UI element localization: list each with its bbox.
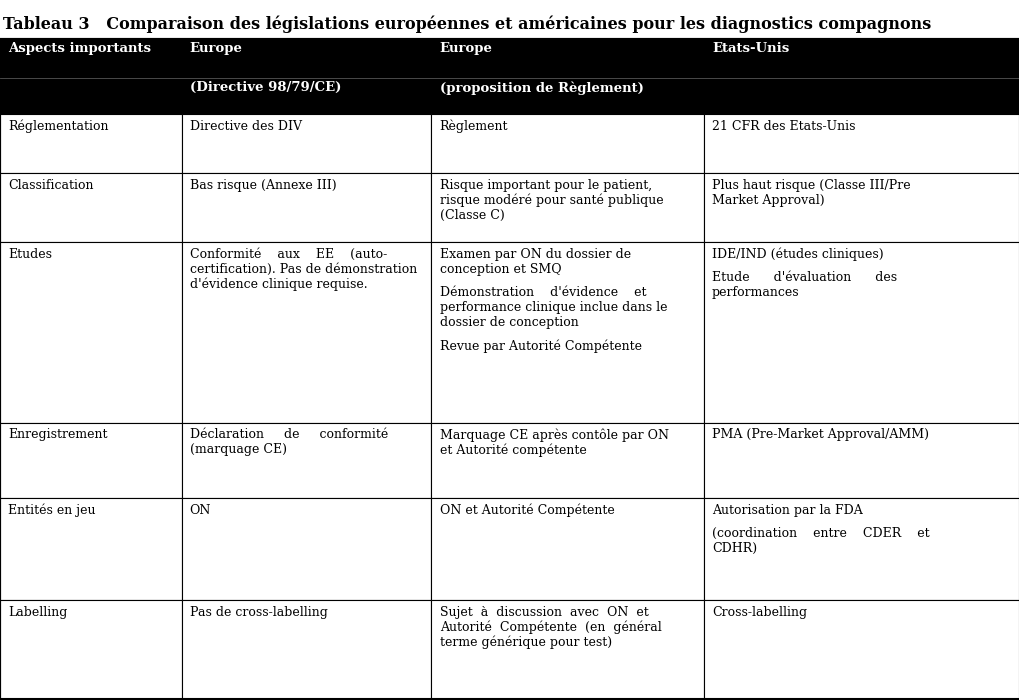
Text: Labelling: Labelling: [8, 606, 67, 619]
Bar: [703, 242, 1019, 423]
Text: Marquage CE après contôle par ON: Marquage CE après contôle par ON: [439, 428, 668, 442]
Bar: [0, 498, 181, 600]
Bar: [181, 600, 431, 699]
Bar: [181, 242, 431, 423]
Bar: [703, 38, 1019, 114]
Text: PMA (Pre-Market Approval/AMM): PMA (Pre-Market Approval/AMM): [711, 428, 928, 441]
Bar: [0, 173, 181, 242]
Text: Autorité  Compétente  (en  général: Autorité Compétente (en général: [439, 621, 660, 634]
Text: Aspects importants: Aspects importants: [8, 42, 151, 55]
Bar: [431, 114, 703, 173]
Text: terme générique pour test): terme générique pour test): [439, 636, 611, 649]
Bar: [0, 38, 181, 114]
Text: (Directive 98/79/CE): (Directive 98/79/CE): [190, 81, 340, 94]
Text: CDHR): CDHR): [711, 542, 756, 555]
Bar: [0, 114, 181, 173]
Text: Etude      d'évaluation      des: Etude d'évaluation des: [711, 271, 896, 284]
Bar: [181, 423, 431, 498]
Text: d'évidence clinique requise.: d'évidence clinique requise.: [190, 278, 367, 291]
Text: Revue par Autorité Compétente: Revue par Autorité Compétente: [439, 340, 641, 353]
Bar: [0, 600, 181, 699]
Bar: [431, 600, 703, 699]
Text: Tableau 3   Comparaison des législations européennes et américaines pour les dia: Tableau 3 Comparaison des législations e…: [3, 15, 930, 33]
Text: ON: ON: [190, 504, 211, 517]
Bar: [181, 38, 431, 114]
Text: Règlement: Règlement: [439, 120, 507, 133]
Text: Réglementation: Réglementation: [8, 120, 109, 133]
Text: ON et Autorité Compétente: ON et Autorité Compétente: [439, 504, 613, 517]
Text: et Autorité compétente: et Autorité compétente: [439, 443, 586, 457]
Bar: [181, 173, 431, 242]
Text: Etudes: Etudes: [8, 248, 52, 260]
Text: certification). Pas de démonstration: certification). Pas de démonstration: [190, 262, 417, 276]
Text: Déclaration     de     conformité: Déclaration de conformité: [190, 428, 387, 441]
Text: Enregistrement: Enregistrement: [8, 428, 108, 441]
Text: Plus haut risque (Classe III/Pre: Plus haut risque (Classe III/Pre: [711, 178, 910, 192]
Text: (Classe C): (Classe C): [439, 209, 503, 222]
Text: (coordination    entre    CDER    et: (coordination entre CDER et: [711, 527, 928, 540]
Text: performance clinique inclue dans le: performance clinique inclue dans le: [439, 301, 666, 314]
Text: Risque important pour le patient,: Risque important pour le patient,: [439, 178, 651, 192]
Text: performances: performances: [711, 286, 799, 299]
Text: risque modéré pour santé publique: risque modéré pour santé publique: [439, 194, 662, 207]
Bar: [0, 242, 181, 423]
Text: Entités en jeu: Entités en jeu: [8, 504, 96, 517]
Bar: [431, 173, 703, 242]
Text: Démonstration    d'évidence    et: Démonstration d'évidence et: [439, 286, 645, 299]
Bar: [703, 600, 1019, 699]
Bar: [431, 498, 703, 600]
Bar: [703, 114, 1019, 173]
Text: dossier de conception: dossier de conception: [439, 316, 578, 329]
Text: (marquage CE): (marquage CE): [190, 443, 286, 456]
Text: Conformité    aux    EE    (auto-: Conformité aux EE (auto-: [190, 248, 386, 260]
Text: Sujet  à  discussion  avec  ON  et: Sujet à discussion avec ON et: [439, 606, 648, 619]
Bar: [0, 423, 181, 498]
Bar: [703, 173, 1019, 242]
Bar: [181, 498, 431, 600]
Text: Europe: Europe: [190, 42, 243, 55]
Text: Market Approval): Market Approval): [711, 194, 823, 206]
Bar: [431, 242, 703, 423]
Bar: [703, 423, 1019, 498]
Bar: [703, 498, 1019, 600]
Text: Bas risque (Annexe III): Bas risque (Annexe III): [190, 178, 336, 192]
Text: Autorisation par la FDA: Autorisation par la FDA: [711, 504, 862, 517]
Text: Europe: Europe: [439, 42, 492, 55]
Text: conception et SMQ: conception et SMQ: [439, 262, 560, 276]
Text: Pas de cross-labelling: Pas de cross-labelling: [190, 606, 327, 619]
Text: Cross-labelling: Cross-labelling: [711, 606, 806, 619]
Text: 21 CFR des Etats-Unis: 21 CFR des Etats-Unis: [711, 120, 855, 132]
Bar: [431, 38, 703, 114]
Text: Examen par ON du dossier de: Examen par ON du dossier de: [439, 248, 630, 260]
Text: Etats-Unis: Etats-Unis: [711, 42, 789, 55]
Text: Classification: Classification: [8, 178, 94, 192]
Text: Directive des DIV: Directive des DIV: [190, 120, 302, 132]
Bar: [181, 114, 431, 173]
Text: IDE/IND (études cliniques): IDE/IND (études cliniques): [711, 248, 882, 261]
Text: (proposition de Règlement): (proposition de Règlement): [439, 81, 643, 94]
Bar: [431, 423, 703, 498]
